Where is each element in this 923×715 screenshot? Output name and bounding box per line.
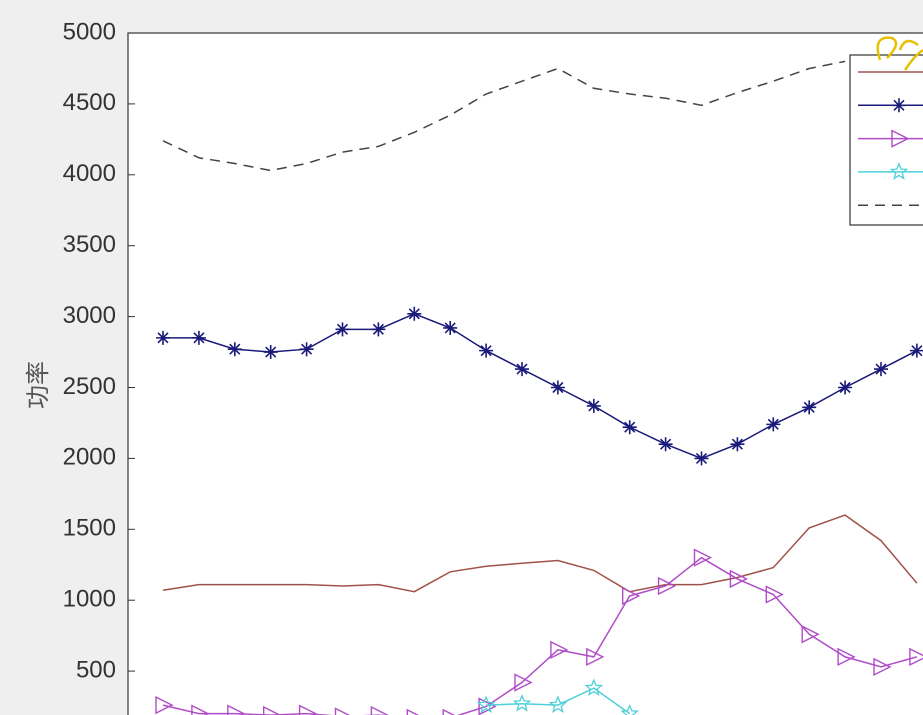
point (155, 695, 174, 715)
y-tick-label: 500 (76, 656, 116, 683)
point (873, 657, 892, 676)
point (334, 707, 351, 715)
point (766, 417, 781, 432)
point (479, 343, 494, 358)
point (335, 322, 350, 337)
y-tick-label: 3500 (63, 231, 116, 258)
point (370, 705, 389, 715)
point (263, 705, 282, 715)
point (730, 437, 745, 452)
point (550, 640, 569, 659)
plot (155, 60, 923, 715)
y-tick-label: 2000 (63, 444, 116, 471)
series-line (163, 312, 918, 460)
y-tick-label: 2500 (63, 373, 116, 400)
y-tick-label: 5000 (63, 18, 116, 45)
legend-box (849, 54, 923, 226)
point (299, 342, 314, 357)
point (729, 569, 748, 589)
y-axis-label: 功率 (24, 361, 52, 409)
point (657, 576, 677, 596)
point (263, 345, 278, 360)
point (476, 695, 496, 714)
point (874, 362, 888, 377)
annotation-scribble (876, 36, 923, 71)
y-tick-label: 1500 (63, 515, 116, 542)
point (406, 708, 420, 715)
point (548, 695, 568, 714)
point (407, 306, 422, 321)
plot-area (127, 32, 923, 715)
y-tick-label: 1000 (63, 586, 116, 613)
point (550, 380, 565, 395)
series-line (162, 556, 918, 715)
point (515, 362, 529, 377)
point (838, 380, 853, 395)
series-line (486, 687, 631, 715)
point (156, 330, 170, 345)
point (889, 162, 909, 180)
point (443, 320, 458, 335)
y-tick-label: 3000 (63, 302, 116, 329)
point (191, 704, 210, 715)
point (622, 586, 641, 606)
point (694, 451, 709, 466)
point (298, 704, 318, 715)
point (622, 420, 637, 435)
series-line (162, 514, 918, 593)
legend (849, 54, 923, 226)
point (909, 647, 923, 667)
point (837, 647, 856, 667)
series-line (162, 60, 846, 172)
point (909, 343, 923, 358)
point (586, 398, 601, 413)
point (801, 625, 820, 644)
point (442, 708, 455, 715)
point (586, 647, 605, 667)
point (514, 673, 533, 692)
point (371, 322, 386, 337)
point (892, 98, 906, 113)
point (693, 548, 713, 567)
point (620, 703, 639, 715)
point (658, 437, 673, 452)
point (584, 678, 604, 697)
y-tick-label: 4500 (63, 89, 116, 116)
point (227, 704, 246, 715)
y-tick-label: 4000 (63, 160, 116, 187)
point (765, 585, 784, 604)
point (802, 400, 817, 415)
point (891, 129, 910, 148)
point (227, 342, 242, 357)
point (191, 330, 206, 345)
point (512, 693, 532, 712)
point (478, 697, 497, 715)
